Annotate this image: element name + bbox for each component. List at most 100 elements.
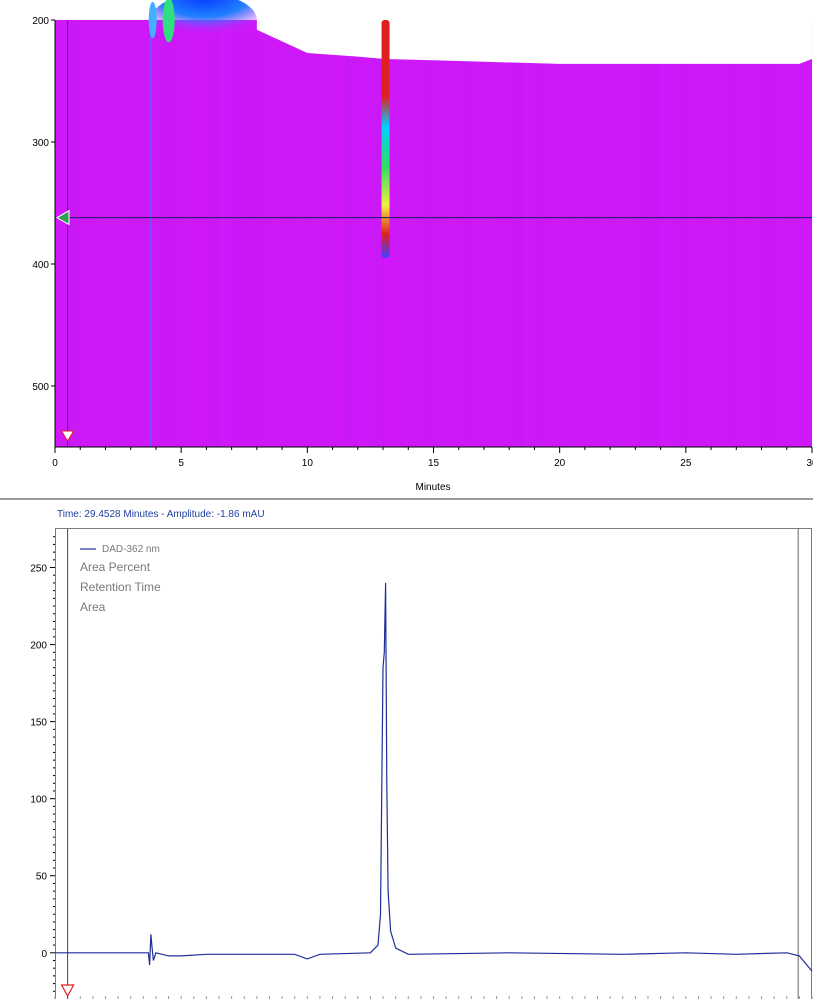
contour-column bbox=[610, 20, 624, 447]
chromatogram-plot[interactable]: 0 50 100 150 200 250 DAD-362 nm Area Percent … bbox=[30, 528, 813, 1001]
contour-column bbox=[105, 20, 119, 447]
contour-column bbox=[357, 20, 371, 447]
contour-column bbox=[168, 20, 182, 447]
contour-feature-early-peak-green bbox=[162, 0, 175, 43]
contour-column bbox=[244, 20, 258, 447]
contour-column bbox=[673, 20, 687, 447]
contour-column bbox=[269, 20, 283, 447]
chromatogram-frame bbox=[55, 528, 812, 1001]
contour-column bbox=[458, 20, 472, 447]
x-tick-label: 25 bbox=[680, 458, 692, 469]
contour-column bbox=[67, 20, 81, 447]
contour-x-axis: 0 5 10 15 20 25 30 bbox=[52, 447, 813, 469]
contour-feature-main-peak bbox=[381, 20, 390, 258]
contour-column bbox=[181, 20, 195, 447]
contour-column bbox=[471, 20, 485, 447]
contour-column bbox=[408, 20, 422, 447]
x-tick-label: 30 bbox=[806, 458, 813, 469]
contour-column bbox=[231, 20, 245, 447]
x-tick-label: 10 bbox=[302, 458, 314, 469]
time-cursor-handle[interactable] bbox=[60, 430, 75, 442]
contour-column bbox=[395, 20, 409, 447]
time-value: 29.4528 bbox=[84, 509, 121, 520]
amplitude-unit: mAU bbox=[242, 509, 265, 520]
contour-column bbox=[80, 20, 94, 447]
contour-column bbox=[155, 20, 170, 447]
x-axis-title: Minutes bbox=[415, 482, 450, 493]
legend-entry-area: Area bbox=[80, 600, 106, 614]
y-tick-label: 100 bbox=[30, 795, 47, 806]
contour-column bbox=[622, 20, 636, 447]
y-tick-label: 400 bbox=[32, 260, 49, 271]
contour-column bbox=[559, 20, 573, 447]
series-line-DAD-362-nm bbox=[55, 582, 813, 972]
time-marker-handle[interactable] bbox=[60, 984, 75, 998]
y-tick-label: 50 bbox=[36, 872, 48, 883]
contour-column bbox=[647, 20, 662, 447]
y-tick-label: 0 bbox=[41, 949, 47, 960]
contour-column bbox=[420, 20, 434, 447]
time-label: Time: bbox=[57, 509, 82, 520]
contour-column bbox=[332, 20, 346, 447]
legend-entry-area-percent: Area Percent bbox=[80, 560, 151, 574]
x-tick-label: 5 bbox=[178, 458, 184, 469]
contour-column bbox=[143, 20, 157, 447]
contour-column bbox=[521, 20, 535, 447]
contour-column bbox=[256, 20, 270, 447]
wavelength-cursor-handle[interactable] bbox=[56, 209, 70, 226]
contour-y-axis: 200 300 400 500 bbox=[32, 16, 55, 393]
y-tick-label: 250 bbox=[30, 564, 47, 575]
time-unit: Minutes bbox=[123, 509, 159, 520]
contour-column bbox=[496, 20, 510, 447]
amplitude-value: -1.86 bbox=[216, 509, 240, 520]
contour-column bbox=[509, 20, 523, 447]
contour-column bbox=[282, 20, 296, 447]
contour-column bbox=[433, 20, 447, 447]
contour-column bbox=[635, 20, 649, 447]
contour-column bbox=[219, 20, 233, 447]
legend: DAD-362 nm Area Percent Retention Time A… bbox=[80, 544, 161, 614]
x-tick-label: 15 bbox=[428, 458, 440, 469]
contour-column bbox=[736, 20, 750, 447]
contour-column bbox=[483, 20, 498, 447]
contour-column bbox=[572, 20, 586, 447]
contour-column bbox=[446, 20, 460, 447]
cursor-readout: Time: 29.4528 Minutes - Amplitude: -1.86… bbox=[57, 509, 265, 520]
contour-column bbox=[206, 20, 220, 447]
contour-column bbox=[597, 20, 611, 447]
contour-column bbox=[55, 20, 69, 447]
contour-column bbox=[345, 20, 359, 447]
contour-column bbox=[786, 20, 800, 447]
contour-column bbox=[370, 20, 384, 447]
contour-column bbox=[193, 20, 207, 447]
legend-entry-retention-time: Retention Time bbox=[80, 580, 161, 594]
cutoff-region bbox=[256, 20, 812, 64]
contour-column bbox=[761, 20, 775, 447]
contour-column bbox=[92, 20, 106, 447]
contour-feature-early-peaks bbox=[150, 0, 257, 47]
contour-feature-early-peak-cyan bbox=[148, 1, 157, 39]
contour-plot[interactable]: 200 300 400 500 0 5 10 15 20 25 30 Minutes bbox=[32, 0, 813, 493]
contour-column bbox=[294, 20, 308, 447]
x-tick-label: 0 bbox=[52, 458, 58, 469]
contour-column bbox=[534, 20, 548, 447]
y-tick-label: 500 bbox=[32, 382, 49, 393]
contour-column bbox=[698, 20, 712, 447]
y-tick-label: 200 bbox=[30, 641, 47, 652]
contour-plot-background bbox=[55, 20, 812, 447]
contour-features bbox=[148, 0, 390, 447]
y-tick-label: 200 bbox=[32, 16, 49, 27]
contour-column bbox=[547, 20, 561, 447]
y-tick-label: 150 bbox=[30, 718, 47, 729]
contour-column-shading bbox=[55, 20, 813, 447]
contour-column bbox=[685, 20, 699, 447]
contour-column bbox=[799, 20, 813, 447]
contour-column bbox=[748, 20, 763, 447]
chromatogram-y-axis: 0 50 100 150 200 250 bbox=[30, 536, 55, 992]
contour-column bbox=[307, 20, 321, 447]
y-tick-label: 300 bbox=[32, 138, 49, 149]
contour-column bbox=[130, 20, 144, 447]
contour-column bbox=[774, 20, 788, 447]
amplitude-label: Amplitude: bbox=[166, 509, 214, 520]
